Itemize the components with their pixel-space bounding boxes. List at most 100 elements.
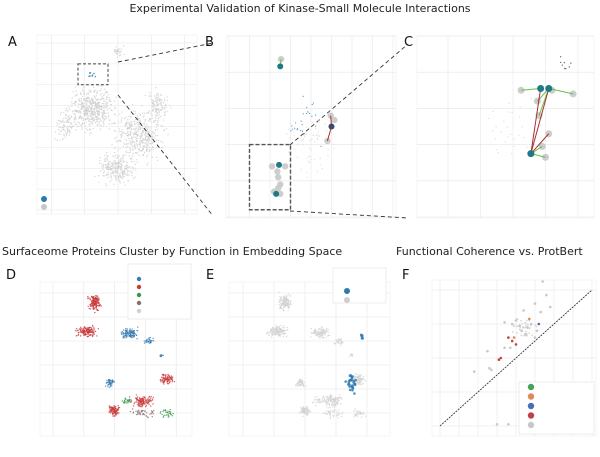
molecule-point-a [85,107,87,110]
point-no-kinase [338,413,340,415]
molecule-point-a [94,96,97,99]
molecule-point-a [91,116,94,118]
point-no-kinase [277,330,279,333]
point-receptors [135,401,138,403]
molecule-point-a [144,131,147,134]
point-other [528,326,531,329]
point-receptors [88,326,91,329]
point-receptors [90,330,92,332]
molecule-point-a [133,131,136,134]
point-transporters [108,382,110,385]
molecule-point-a [107,162,110,164]
molecule-point-a [58,133,60,135]
molecule-point-a [119,167,121,169]
point-receptors [168,375,171,377]
point-receptors [145,399,147,402]
molecule-point-c [530,97,532,100]
molecule-point-a [137,123,139,126]
molecule-point-a [151,114,153,116]
point-no-kinase [281,332,284,334]
point-receptors [74,330,77,332]
point-kinase [359,333,363,337]
molecule-point-a [88,110,90,113]
point-other [535,325,538,328]
molecule-point-a [163,111,166,113]
target-point-b [295,122,297,124]
point-no-kinase [325,413,327,415]
molecule-point-a [110,109,112,111]
point-no-kinase [283,295,285,298]
point-receptors [89,334,91,337]
molecule-point-a [115,179,118,181]
molecule-point-a [127,122,130,124]
point-receptors [94,295,97,297]
point-receptors [92,298,95,300]
molecule-point-a [59,120,62,123]
molecule-point-a [100,170,102,172]
molecule-point-a [152,109,155,111]
molecule-point-a [114,177,117,179]
point-miscellaneous [151,411,154,414]
molecule-point-a [106,165,108,167]
molecule-point-a [134,128,137,130]
molecule-point-a [124,124,126,126]
molecule-point-a [118,128,121,130]
point-enzymes [121,400,124,402]
molecule-point-a [69,130,71,132]
point-miscellaneous [149,413,151,415]
molecule-point-a [137,117,139,120]
molecule-point-a [118,48,121,50]
molecule-point-a [84,131,86,134]
molecule-point-a [131,103,134,106]
point-receptors [133,402,135,405]
point-receptors [93,297,95,299]
molecule-point-a [83,106,86,109]
molecule-point-a [156,134,159,137]
molecule-point-b [310,158,312,160]
molecule-point-b [317,131,319,133]
molecule-point-a [99,156,101,159]
point-receptors [90,303,92,305]
point-enzymes [168,412,170,415]
point-transporters [124,335,126,337]
molecule-point-a [112,173,114,175]
point-no-kinase [288,306,290,308]
point-no-kinase [281,329,283,331]
point-receptors [88,328,90,331]
molecule-point-a [114,107,116,110]
molecule-point-a [154,107,156,109]
point-no-kinase [296,382,299,384]
legend-marker-target [41,196,47,202]
molecule-point-a [96,90,98,92]
target-point-b [296,129,298,131]
molecule-point-a [85,110,88,113]
molecule-point-a [151,156,153,159]
molecule-point-a [148,139,151,141]
point-no-kinase [282,335,285,338]
point-no-kinase [335,401,337,403]
point-kinase [348,388,352,392]
molecule-point-a [86,96,89,99]
point-enzymes [165,414,168,416]
molecule-point-b [302,143,304,145]
molecule-point-a [149,120,151,123]
point-miscellaneous [151,415,153,418]
molecule-point-a [89,108,92,110]
molecule-point-a [108,123,110,125]
molecule-point-a [137,129,139,131]
molecule-point-a [130,124,133,127]
point-receptors [76,330,78,332]
point-kinase [344,380,347,383]
point-other [525,330,527,333]
molecule-point-b [309,156,311,158]
molecule-point-a [103,164,105,166]
point-miscellaneous [145,415,148,417]
point-no-kinase [310,328,312,330]
molecule-point-b [296,156,298,158]
molecule-point-a [81,116,83,118]
molecule-point-a [109,168,111,170]
point-receptors [97,327,100,330]
molecule-point-a [130,141,132,143]
molecule-point-a [98,105,100,107]
point-no-kinase [270,336,273,339]
